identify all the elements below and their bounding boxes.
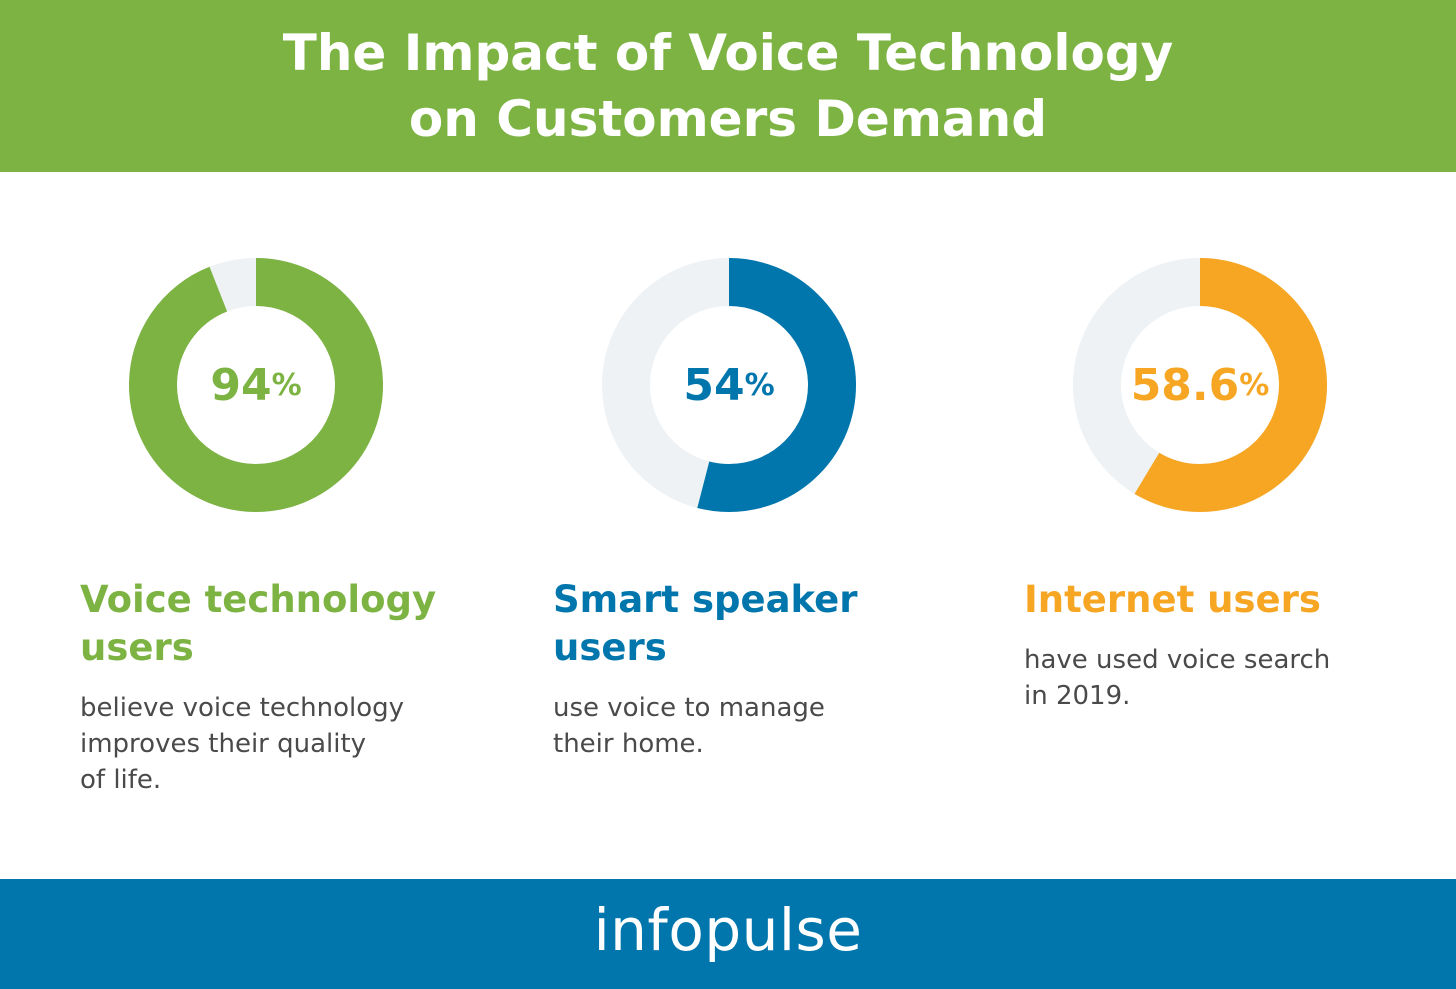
stat-label-line: Voice technology <box>80 578 437 621</box>
description-line: believe voice technology <box>80 693 405 723</box>
stat-label-line: users <box>80 626 194 669</box>
donut-value-arc <box>602 258 856 512</box>
page-title: The Impact of Voice Technology on Custom… <box>282 24 1174 148</box>
stat-description: have used voice search in 2019. <box>1024 642 1364 714</box>
percentage-value: 94 <box>210 359 272 411</box>
stat-description: believe voice technology improves their … <box>80 690 420 798</box>
donut-svg <box>1073 258 1327 512</box>
donut-chart: 54% <box>602 258 856 512</box>
description-line: of life. <box>80 765 162 795</box>
donut-center-value: 54% <box>602 258 856 512</box>
donut-svg <box>129 258 383 512</box>
description-line: improves their quality <box>80 729 367 759</box>
percentage-value: 54 <box>683 359 745 411</box>
header-banner: The Impact of Voice Technology on Custom… <box>0 0 1456 172</box>
infopulse-logo: infopulse <box>593 896 863 964</box>
donut-center-value: 58.6% <box>1073 258 1327 512</box>
donut-center-value: 94% <box>129 258 383 512</box>
stat-label-line: Smart speaker <box>553 578 858 621</box>
stat-label: Voice technology users <box>80 576 460 672</box>
footer-banner: infopulse <box>0 879 1456 989</box>
description-line: in 2019. <box>1024 681 1131 711</box>
stat-label-line: users <box>553 626 667 669</box>
donut-chart: 58.6% <box>1073 258 1327 512</box>
description-line: use voice to manage <box>553 693 825 723</box>
donut-chart: 94% <box>129 258 383 512</box>
donut-value-arc <box>129 258 383 512</box>
stat-label: Smart speaker users <box>553 576 933 672</box>
donut-svg <box>602 258 856 512</box>
percent-sign: % <box>744 367 775 403</box>
stat-label-line: Internet users <box>1024 578 1321 621</box>
description-line: have used voice search <box>1024 645 1331 675</box>
stat-label: Internet users <box>1024 576 1404 624</box>
percent-sign: % <box>1239 367 1270 403</box>
percent-sign: % <box>271 367 302 403</box>
stat-description: use voice to manage their home. <box>553 690 893 762</box>
description-line: their home. <box>553 729 704 759</box>
percentage-value: 58.6 <box>1130 359 1240 411</box>
donut-value-arc <box>1073 258 1327 512</box>
